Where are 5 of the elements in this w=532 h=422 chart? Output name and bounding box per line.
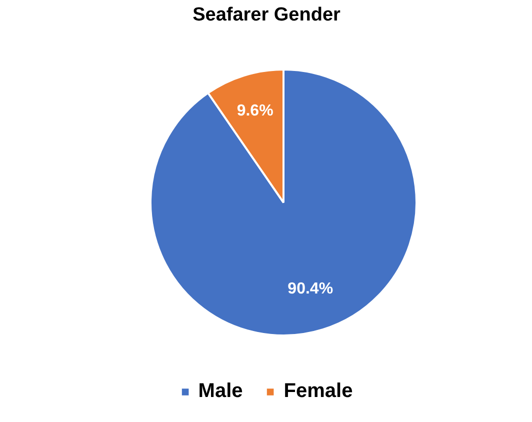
chart-title: Seafarer Gender xyxy=(192,4,342,26)
legend-label: Male xyxy=(198,380,243,403)
legend-label: Female xyxy=(284,380,353,403)
data-label: 9.6% xyxy=(236,102,274,120)
data-label: 90.4% xyxy=(288,280,334,298)
